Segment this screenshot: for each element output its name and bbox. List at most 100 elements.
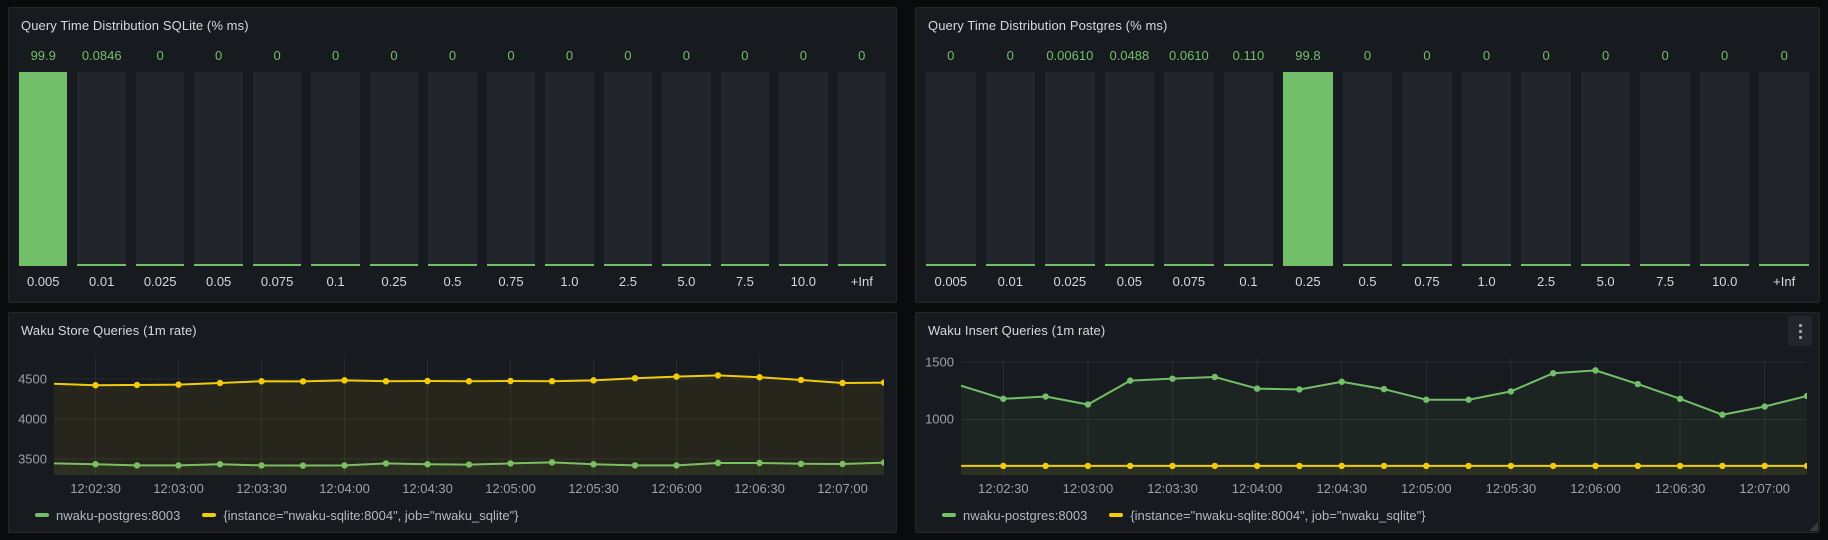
panel-menu-button[interactable]: [1788, 316, 1812, 346]
histogram-bar: 0 10.0: [1699, 46, 1750, 296]
bar-value-label: 0: [1423, 48, 1431, 63]
histogram-bar: 0.110 0.1: [1223, 46, 1274, 296]
bar-value-label: 0: [682, 48, 690, 63]
bar-fill: [1223, 264, 1274, 266]
bar-value-label: 0: [741, 48, 749, 63]
bar-track: [720, 72, 770, 266]
bar-category-label: 5.0: [677, 273, 696, 289]
x-tick-label: 12:06:30: [1654, 481, 1706, 496]
histogram-bar: 0 2.5: [1521, 46, 1571, 296]
x-tick-label: 12:03:30: [236, 481, 287, 496]
plot-area[interactable]: [961, 359, 1807, 475]
x-tick-label: 12:07:00: [817, 481, 868, 496]
bar-category-label: 0.1: [1239, 273, 1258, 289]
bar-category-label: 7.5: [1656, 273, 1675, 289]
histogram-bar: 0 0.005: [926, 46, 976, 296]
bar-category-label: 0.005: [26, 273, 60, 289]
bar-category-label: 0.25: [381, 273, 407, 289]
panel-title[interactable]: Waku Store Queries (1m rate): [21, 322, 197, 338]
bar-track: [1104, 72, 1155, 266]
y-axis-labels: 1000 1500: [916, 355, 954, 475]
bar-fill: [1580, 264, 1631, 266]
bar-track: [1402, 72, 1452, 266]
bar-track: [662, 72, 711, 266]
bar-value-label: 0: [215, 48, 223, 63]
bar-value-label: 0: [1601, 48, 1610, 63]
histogram-bar: 0 10.0: [779, 46, 828, 296]
bar-fill: [1045, 264, 1095, 266]
histogram-bar: 0 1.0: [1461, 46, 1512, 296]
panel-resize-handle[interactable]: [1809, 522, 1818, 531]
bar-category-label: 0.025: [1053, 273, 1087, 289]
bar-fill: [1283, 72, 1333, 266]
bar-category-label: 0.05: [205, 273, 232, 289]
bar-value-label: 0.00610: [1046, 48, 1094, 63]
bar-track: [486, 72, 536, 266]
bar-fill: [1402, 264, 1452, 266]
panel-header: Waku Store Queries (1m rate): [9, 313, 896, 347]
legend-item[interactable]: nwaku-postgres:8003: [942, 508, 1087, 523]
bar-category-label: 0.005: [934, 273, 968, 289]
histogram-bar: 0 0.25: [369, 46, 419, 296]
panel-waku-store-queries: Waku Store Queries (1m rate) 3500 4000 450…: [8, 312, 897, 533]
x-tick-label: 12:05:30: [1485, 481, 1537, 496]
x-tick-label: 12:05:00: [485, 481, 536, 496]
bar-category-label: 0.75: [1414, 273, 1440, 289]
bar-category-label: 2.5: [618, 273, 637, 289]
panel-waku-insert-queries: Waku Insert Queries (1m rate) 1000 1500 1…: [915, 312, 1820, 533]
histogram-bar: 0.0610 0.075: [1164, 46, 1214, 296]
histogram-bar: 0.0846 0.01: [77, 46, 126, 296]
bar-value-label: 0: [331, 48, 340, 63]
legend-item[interactable]: nwaku-postgres:8003: [35, 508, 180, 523]
timeseries-insert-queries: 1000 1500 12:02:30 12:03:00 12:03:30 12:04:0…: [916, 347, 1819, 532]
y-axis-labels: 3500 4000 4500: [9, 359, 47, 475]
legend-item[interactable]: {instance="nwaku-sqlite:8004", job="nwak…: [202, 508, 519, 523]
bar-track: [545, 72, 594, 266]
x-tick-label: 12:04:00: [319, 481, 370, 496]
x-tick-label: 12:04:30: [1316, 481, 1367, 496]
x-tick-label: 12:06:00: [651, 481, 702, 496]
histogram-bar: 0 0.05: [194, 46, 243, 296]
bar-track: [1164, 72, 1214, 266]
bar-fill: [19, 72, 68, 266]
bar-fill: [77, 264, 126, 266]
histogram-bar: 0 7.5: [1640, 46, 1690, 296]
bar-category-label: +Inf: [850, 273, 873, 289]
x-axis-labels: 12:02:30 12:03:00 12:03:30 12:04:00 12:04:30…: [961, 481, 1807, 499]
bar-fill: [1759, 264, 1809, 266]
panel-title[interactable]: Query Time Distribution SQLite (% ms): [21, 17, 249, 33]
panel-title[interactable]: Waku Insert Queries (1m rate): [928, 322, 1106, 338]
bar-category-label: 0.025: [143, 273, 177, 289]
bar-track: [1521, 72, 1571, 266]
legend-series-marker-icon: [1109, 513, 1124, 517]
bar-value-label: 0: [624, 48, 632, 63]
bar-track: [1045, 72, 1095, 266]
legend-series-marker-icon: [35, 513, 49, 517]
bar-fill: [1342, 264, 1393, 266]
bar-fill: [194, 264, 243, 266]
bar-track: [1461, 72, 1512, 266]
bar-category-label: 0.5: [1358, 273, 1377, 289]
histogram-bar: 0 0.1: [311, 46, 360, 296]
histogram-bar: 0 0.075: [252, 46, 302, 296]
bar-value-label: 0: [156, 48, 164, 63]
histogram-bar: 0 0.01: [985, 46, 1036, 296]
panel-query-time-postgres: Query Time Distribution Postgres (% ms) …: [915, 7, 1820, 303]
bar-category-label: 1.0: [560, 273, 579, 289]
x-tick-label: 12:06:00: [1570, 481, 1621, 496]
plot-area[interactable]: [54, 359, 884, 475]
legend-series-label: nwaku-postgres:8003: [963, 507, 1088, 523]
bar-track: [1699, 72, 1750, 266]
bar-value-label: 0: [1661, 48, 1669, 63]
bar-track: [1580, 72, 1631, 266]
bar-category-label: 0.075: [1172, 273, 1206, 289]
bar-track: [603, 72, 653, 266]
legend-item[interactable]: {instance="nwaku-sqlite:8004", job="nwak…: [1109, 508, 1426, 523]
legend-series-marker-icon: [202, 513, 217, 517]
bar-value-label: 0: [507, 48, 515, 63]
bar-value-label: 0: [1721, 48, 1729, 63]
histogram-bar: 0 2.5: [603, 46, 653, 296]
bar-value-label: 0: [565, 48, 574, 63]
panel-title[interactable]: Query Time Distribution Postgres (% ms): [928, 17, 1168, 33]
bar-fill: [545, 264, 594, 266]
